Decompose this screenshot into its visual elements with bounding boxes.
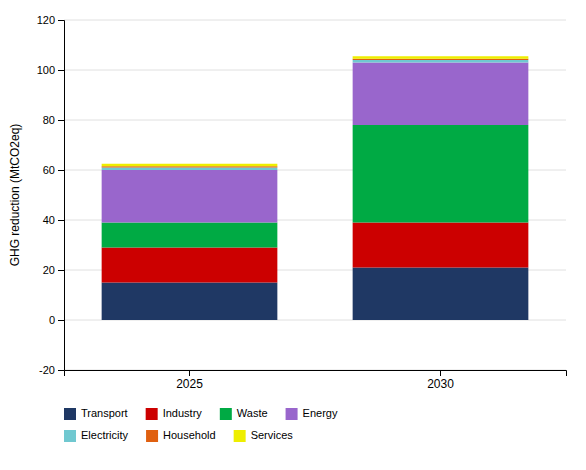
bar (353, 59, 529, 60)
legend-swatch (286, 408, 298, 420)
bar (353, 125, 529, 223)
chart-svg: -20 0 20 40 60 80 100 120 2025 2030 GHG reduction … (0, 0, 586, 470)
x-tick: 2030 (427, 370, 454, 391)
legend-item: Industry (146, 407, 203, 420)
legend-item: Household (146, 429, 216, 442)
legend-label: Industry (163, 407, 203, 419)
series-4 (102, 60, 529, 170)
legend-label: Services (251, 429, 294, 441)
legend-item: Transport (64, 407, 128, 420)
x-tick: 2025 (176, 370, 203, 391)
legend-swatch (64, 408, 76, 420)
y-tick: 100 (37, 64, 64, 76)
legend-swatch (234, 430, 246, 442)
series-1 (102, 223, 529, 283)
x-axis: 2025 2030 (65, 370, 567, 391)
bar (353, 223, 529, 268)
x-tick-mark (189, 370, 190, 376)
legend-swatch (146, 430, 158, 442)
bar (353, 60, 529, 63)
plot: -20 0 20 40 60 80 100 120 2025 2030 (37, 14, 567, 391)
legend-swatch (146, 408, 158, 420)
y-tick-mark (58, 170, 64, 171)
y-tick-mark (58, 20, 64, 21)
y-tick-mark (58, 270, 64, 271)
y-tick-label: 60 (43, 164, 55, 176)
bar (102, 166, 278, 167)
bar (102, 223, 278, 248)
bar (353, 268, 529, 321)
bar (102, 248, 278, 283)
legend-item: Energy (286, 407, 338, 420)
x-tick-label: 2025 (176, 377, 203, 391)
y-tick: 20 (43, 264, 64, 276)
series-3 (102, 63, 529, 223)
legend-label: Electricity (81, 429, 129, 441)
bar (102, 283, 278, 321)
y-tick-label: -20 (39, 364, 55, 376)
y-tick-mark (58, 220, 64, 221)
y-tick-mark (58, 370, 64, 371)
bar (353, 63, 529, 126)
y-tick: 0 (49, 314, 64, 326)
y-tick-label: 0 (49, 314, 55, 326)
y-tick: 60 (43, 164, 64, 176)
legend-item: Services (234, 429, 294, 442)
chart-container: -20 0 20 40 60 80 100 120 2025 2030 GHG reduction … (0, 0, 586, 470)
legend-item: Electricity (64, 429, 129, 442)
y-tick: 80 (43, 114, 64, 126)
legend: Transport Industry Waste Energy Electricity H… (64, 407, 338, 442)
y-tick-mark (58, 70, 64, 71)
grid-line (64, 20, 566, 21)
series-5 (102, 59, 529, 168)
bar (102, 170, 278, 223)
y-tick-mark (58, 320, 64, 321)
y-tick-label: 80 (43, 114, 55, 126)
x-tick-label: 2030 (427, 377, 454, 391)
x-axis-line (65, 371, 567, 377)
y-tick: 120 (37, 14, 64, 26)
bar (102, 168, 278, 171)
legend-label: Transport (81, 407, 128, 419)
y-tick-label: 100 (37, 64, 55, 76)
y-axis-line (58, 21, 65, 371)
x-tick-mark (440, 370, 441, 376)
series-6 (102, 56, 529, 166)
y-tick-label: 20 (43, 264, 55, 276)
bars (102, 56, 529, 320)
legend-item: Waste (220, 407, 268, 420)
y-tick-label: 120 (37, 14, 55, 26)
y-tick-mark (58, 120, 64, 121)
y-axis-title: GHG reduction (MtCO2eq) (8, 124, 22, 267)
bar (102, 164, 278, 167)
legend-swatch (64, 430, 76, 442)
legend-label: Waste (237, 407, 268, 419)
series-2 (102, 125, 529, 248)
y-tick-label: 40 (43, 214, 55, 226)
legend-swatch (220, 408, 232, 420)
legend-label: Energy (303, 407, 338, 419)
grid (64, 20, 566, 370)
legend-label: Household (163, 429, 216, 441)
y-axis: -20 0 20 40 60 80 100 120 (37, 14, 65, 376)
y-tick: -20 (39, 364, 64, 376)
bar (353, 56, 529, 59)
y-tick: 40 (43, 214, 64, 226)
